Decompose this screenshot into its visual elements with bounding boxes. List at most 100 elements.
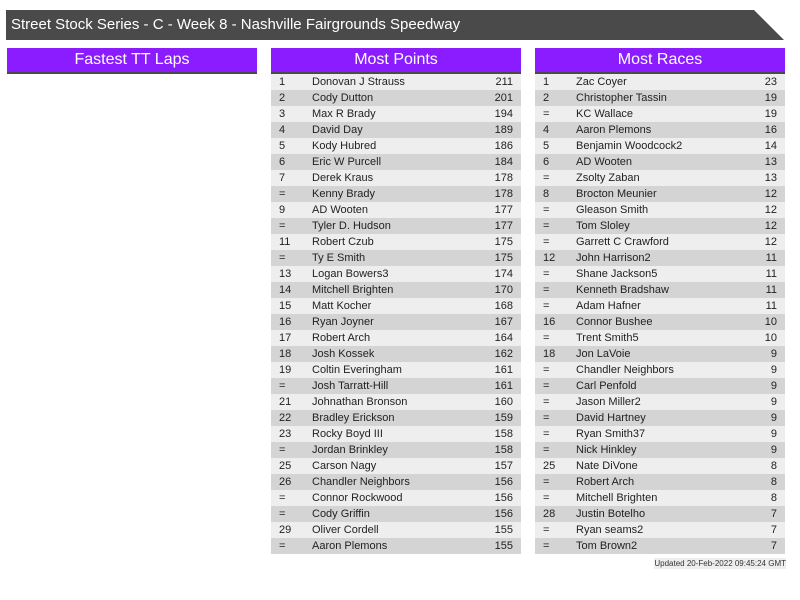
table-row: 26 Chandler Neighbors 156 bbox=[271, 474, 521, 490]
rank-cell: = bbox=[543, 492, 550, 504]
name-cell: Johnathan Bronson bbox=[312, 396, 408, 408]
table-row: 5 Benjamin Woodcock2 14 bbox=[535, 138, 785, 154]
rank-cell: = bbox=[279, 220, 286, 232]
table-row: = Adam Hafner 11 bbox=[535, 298, 785, 314]
panel-heading: Most Races bbox=[535, 48, 785, 74]
value-cell: 19 bbox=[764, 108, 777, 120]
value-cell: 8 bbox=[770, 492, 777, 504]
rank-cell: 6 bbox=[279, 156, 286, 168]
table-row: 3 Max R Brady 194 bbox=[271, 106, 521, 122]
table-row: = Josh Tarratt-Hill 161 bbox=[271, 378, 521, 394]
value-cell: 158 bbox=[494, 444, 513, 456]
value-cell: 156 bbox=[494, 508, 513, 520]
table-row: 19 Coltin Everingham 161 bbox=[271, 362, 521, 378]
name-cell: Zsolty Zaban bbox=[576, 172, 640, 184]
rank-cell: 17 bbox=[279, 332, 292, 344]
name-cell: AD Wooten bbox=[312, 204, 369, 216]
name-cell: Kody Hubred bbox=[312, 140, 377, 152]
table-row: = Cody Griffin 156 bbox=[271, 506, 521, 522]
rank-cell: 3 bbox=[279, 108, 286, 120]
name-cell: Tom Sloley bbox=[576, 220, 630, 232]
name-cell: Chandler Neighbors bbox=[576, 364, 674, 376]
page-title: Street Stock Series - C - Week 8 - Nashv… bbox=[6, 10, 784, 40]
value-cell: 189 bbox=[494, 124, 513, 136]
table-row: 23 Rocky Boyd III 158 bbox=[271, 426, 521, 442]
name-cell: Bradley Erickson bbox=[312, 412, 395, 424]
fastest-tt-laps-panel: Fastest TT Laps bbox=[7, 48, 257, 74]
name-cell: Benjamin Woodcock2 bbox=[576, 140, 683, 152]
name-cell: Nate DiVone bbox=[576, 460, 638, 472]
value-cell: 168 bbox=[494, 300, 513, 312]
value-cell: 177 bbox=[494, 220, 513, 232]
table-row: = Ryan seams2 7 bbox=[535, 522, 785, 538]
rank-cell: 18 bbox=[279, 348, 292, 360]
rank-cell: 2 bbox=[543, 92, 550, 104]
value-cell: 11 bbox=[765, 252, 777, 264]
value-cell: 157 bbox=[494, 460, 513, 472]
name-cell: Connor Bushee bbox=[576, 316, 653, 328]
name-cell: Josh Kossek bbox=[312, 348, 375, 360]
table-row: 11 Robert Czub 175 bbox=[271, 234, 521, 250]
rank-cell: = bbox=[279, 540, 286, 552]
rank-cell: 7 bbox=[279, 172, 286, 184]
table-row: = Shane Jackson5 11 bbox=[535, 266, 785, 282]
table-row: 16 Connor Bushee 10 bbox=[535, 314, 785, 330]
table-row: 28 Justin Botelho 7 bbox=[535, 506, 785, 522]
name-cell: Aaron Plemons bbox=[576, 124, 652, 136]
value-cell: 167 bbox=[494, 316, 513, 328]
value-cell: 7 bbox=[770, 524, 777, 536]
name-cell: Kenny Brady bbox=[312, 188, 375, 200]
rank-cell: 1 bbox=[279, 76, 286, 88]
value-cell: 9 bbox=[770, 444, 777, 456]
name-cell: Chandler Neighbors bbox=[312, 476, 410, 488]
name-cell: Justin Botelho bbox=[576, 508, 646, 520]
name-cell: Logan Bowers3 bbox=[312, 268, 389, 280]
name-cell: Aaron Plemons bbox=[312, 540, 388, 552]
table-row: = Trent Smith5 10 bbox=[535, 330, 785, 346]
table-row: 18 Jon LaVoie 9 bbox=[535, 346, 785, 362]
table-row: 2 Christopher Tassin 19 bbox=[535, 90, 785, 106]
rank-cell: = bbox=[279, 508, 286, 520]
name-cell: Adam Hafner bbox=[576, 300, 641, 312]
value-cell: 9 bbox=[770, 428, 777, 440]
value-cell: 194 bbox=[494, 108, 513, 120]
table-row: 6 Eric W Purcell 184 bbox=[271, 154, 521, 170]
table-row: = Tom Brown2 7 bbox=[535, 538, 785, 554]
value-cell: 13 bbox=[764, 172, 777, 184]
name-cell: KC Wallace bbox=[576, 108, 634, 120]
value-cell: 161 bbox=[494, 364, 513, 376]
name-cell: Ryan seams2 bbox=[576, 524, 644, 536]
rank-cell: = bbox=[279, 252, 286, 264]
name-cell: Cody Dutton bbox=[312, 92, 374, 104]
table-row: = Aaron Plemons 155 bbox=[271, 538, 521, 554]
updated-timestamp: Updated 20-Feb-2022 09:45:24 GMT bbox=[654, 558, 786, 569]
value-cell: 9 bbox=[770, 412, 777, 424]
rank-cell: 29 bbox=[279, 524, 292, 536]
rank-cell: 11 bbox=[279, 236, 291, 248]
rank-cell: 22 bbox=[279, 412, 292, 424]
name-cell: Shane Jackson5 bbox=[576, 268, 658, 280]
rank-cell: = bbox=[543, 476, 550, 488]
value-cell: 11 bbox=[765, 300, 777, 312]
table-row: 25 Carson Nagy 157 bbox=[271, 458, 521, 474]
name-cell: Garrett C Crawford bbox=[576, 236, 669, 248]
name-cell: Matt Kocher bbox=[312, 300, 372, 312]
most-races-panel: Most Races 1 Zac Coyer 23 2 Christopher Tass… bbox=[535, 48, 785, 554]
name-cell: AD Wooten bbox=[576, 156, 633, 168]
table-row: 18 Josh Kossek 162 bbox=[271, 346, 521, 362]
rank-cell: = bbox=[543, 236, 550, 248]
table-row: 8 Brocton Meunier 12 bbox=[535, 186, 785, 202]
value-cell: 178 bbox=[494, 188, 513, 200]
table-row: 4 Aaron Plemons 16 bbox=[535, 122, 785, 138]
value-cell: 14 bbox=[764, 140, 777, 152]
most-points-panel: Most Points 1 Donovan J Strauss 211 2 Cody D… bbox=[271, 48, 521, 554]
value-cell: 158 bbox=[494, 428, 513, 440]
rank-cell: 6 bbox=[543, 156, 550, 168]
rank-cell: = bbox=[543, 332, 550, 344]
name-cell: Robert Arch bbox=[576, 476, 635, 488]
rank-cell: 9 bbox=[279, 204, 286, 216]
value-cell: 175 bbox=[494, 236, 513, 248]
value-cell: 155 bbox=[494, 524, 513, 536]
table-row: 2 Cody Dutton 201 bbox=[271, 90, 521, 106]
table-row: = Zsolty Zaban 13 bbox=[535, 170, 785, 186]
